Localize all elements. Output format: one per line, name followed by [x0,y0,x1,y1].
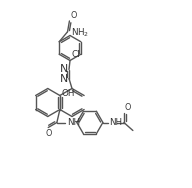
Text: O: O [125,102,131,111]
Text: Cl: Cl [71,50,80,59]
Text: NH: NH [67,118,80,127]
Text: O: O [45,130,51,139]
Text: O: O [70,11,77,20]
Text: N: N [60,64,68,74]
Text: OH: OH [62,89,75,98]
Text: N: N [60,74,68,83]
Text: NH: NH [109,118,122,127]
Text: NH$_2$: NH$_2$ [70,27,89,39]
